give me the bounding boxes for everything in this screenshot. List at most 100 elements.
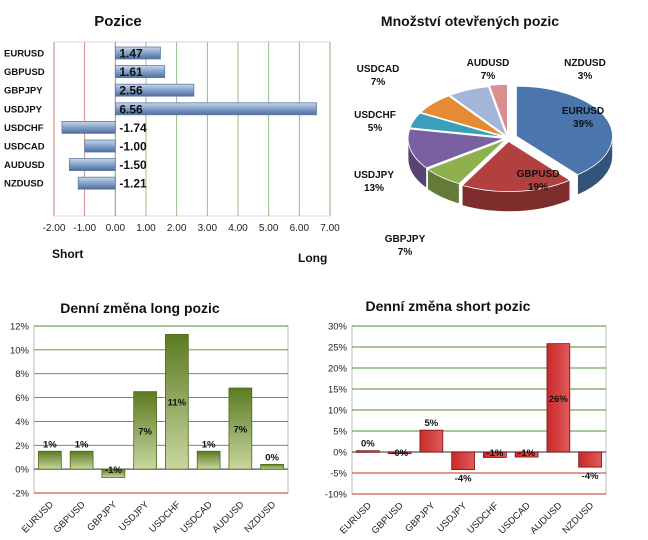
pie-slice-top xyxy=(516,85,613,176)
c4-category-gbpusd: GBPUSD xyxy=(370,500,406,536)
pie-chart-title: Množství otevřených pozic xyxy=(381,13,559,29)
pie-label-usdjpy: USDJPY xyxy=(354,170,394,181)
positions-x-tick: 0.00 xyxy=(106,223,126,234)
c3-y-tick: 2% xyxy=(15,441,29,452)
c3-value-gbpusd: 1% xyxy=(75,439,89,450)
pie-slice-usdcad xyxy=(420,95,506,137)
pie-label-audusd: AUDUSD xyxy=(467,58,510,69)
c4-value-usdjpy: -4% xyxy=(455,474,472,485)
positions-x-tick: 3.00 xyxy=(198,223,218,234)
pie-slice-gbpusd xyxy=(461,141,571,212)
pie-slice-nzdusd xyxy=(488,84,508,135)
c3-value-usdcad: 1% xyxy=(202,439,216,450)
positions-x-tick: 1.00 xyxy=(136,223,156,234)
pie-slice-top xyxy=(426,139,506,185)
c4-bar-usdcad xyxy=(514,451,539,458)
pie-percent-usdcad: 7% xyxy=(371,77,386,88)
c4-y-tick: 10% xyxy=(328,406,348,417)
c4-value-usdcad: -1% xyxy=(518,448,535,459)
pie-slice-top xyxy=(461,141,571,192)
c3-category-usdcad: USDCAD xyxy=(179,499,215,535)
c3-value-audusd: 7% xyxy=(234,425,248,436)
positions-category-eurusd: EURUSD xyxy=(4,49,44,60)
pie-slice-usdchf xyxy=(409,112,505,138)
c4-category-usdchf: USDCHF xyxy=(465,500,501,536)
positions-value-gbpusd: 1.61 xyxy=(119,65,143,79)
positions-category-usdchf: USDCHF xyxy=(4,123,44,134)
c3-y-tick: -2% xyxy=(12,489,29,500)
c4-value-eurusd: 0% xyxy=(361,439,375,450)
c3-category-usdjpy: USDJPY xyxy=(117,499,152,534)
c3-bar-gbpjpy xyxy=(101,468,126,478)
c3-value-usdjpy: 7% xyxy=(138,426,152,437)
pie-label-gbpjpy: GBPJPY xyxy=(385,234,426,245)
positions-category-usdcad: USDCAD xyxy=(4,142,45,153)
c4-bar-nzdusd xyxy=(578,451,602,468)
c3-category-audusd: AUDUSD xyxy=(210,499,246,535)
positions-category-nzdusd: NZDUSD xyxy=(4,179,44,190)
c4-y-tick: 25% xyxy=(328,343,348,354)
c4-y-tick: -10% xyxy=(325,490,348,501)
c3-y-tick: 0% xyxy=(15,465,29,476)
short-label: Short xyxy=(52,247,83,261)
positions-x-tick: 2.00 xyxy=(167,223,187,234)
pie-label-nzdusd: NZDUSD xyxy=(564,58,606,69)
c3-bar-audusd xyxy=(228,387,253,470)
positions-category-gbpusd: GBPUSD xyxy=(4,67,45,78)
c3-category-usdchf: USDCHF xyxy=(147,499,183,535)
c4-y-tick: -5% xyxy=(330,469,347,480)
c3-bar-nzdusd xyxy=(260,463,284,470)
c4-category-usdcad: USDCAD xyxy=(497,500,533,536)
c4-category-audusd: AUDUSD xyxy=(528,500,564,536)
positions-x-tick: -2.00 xyxy=(43,223,66,234)
c4-y-tick: 5% xyxy=(333,427,347,438)
positions-x-tick: -1.00 xyxy=(73,223,96,234)
pie-percent-nzdusd: 3% xyxy=(578,71,593,82)
c3-bar-gbpusd xyxy=(69,450,94,470)
c4-value-audusd: 26% xyxy=(549,394,569,405)
long-change-chart: Denní změna long pozic 1% 1% -1% 7% 11% 1% 7% 0… xyxy=(10,300,289,535)
c3-value-eurusd: 1% xyxy=(43,439,57,450)
pie-percent-usdchf: 5% xyxy=(368,123,383,134)
c3-value-nzdusd: 0% xyxy=(265,452,279,463)
pie-label-gbpusd: GBPUSD xyxy=(517,169,560,180)
pie-slice-top xyxy=(407,128,505,169)
c4-y-tick: 20% xyxy=(328,364,348,375)
pie-label-eurusd: EURUSD xyxy=(562,106,604,117)
c3-y-tick: 10% xyxy=(10,345,30,356)
pie-slice-gbpjpy xyxy=(426,139,506,204)
c3-value-usdchf: 11% xyxy=(168,398,187,409)
c4-category-eurusd: EURUSD xyxy=(338,500,374,536)
c4-category-usdjpy: USDJPY xyxy=(435,500,470,535)
positions-bar-audusd xyxy=(68,158,116,172)
pie-percent-gbpjpy: 7% xyxy=(398,247,413,258)
positions-bar-nzdusd xyxy=(77,176,116,190)
positions-category-usdjpy: USDJPY xyxy=(4,104,43,115)
c3-bar-usdjpy xyxy=(133,391,157,470)
c3-category-eurusd: EURUSD xyxy=(20,499,56,535)
c4-bar-gbpjpy xyxy=(419,429,444,453)
positions-bar-eurusd xyxy=(114,46,161,60)
c3-value-gbpjpy: -1% xyxy=(105,465,122,476)
c4-y-tick: 30% xyxy=(328,322,348,333)
positions-chart-title: Pozice xyxy=(94,13,142,30)
pie-slice-eurusd xyxy=(516,85,613,196)
positions-chart: Pozice 1.47 1.61 2.56 6.56 -1.74 -1.00 -1.50 -1… xyxy=(4,13,340,265)
c3-category-nzdusd: NZDUSD xyxy=(242,499,278,535)
positions-value-usdchf: -1.74 xyxy=(119,121,147,135)
positions-x-tick: 6.00 xyxy=(290,223,310,234)
positions-bar-usdchf xyxy=(61,121,116,134)
positions-value-usdjpy: 6.56 xyxy=(119,102,143,116)
c4-bar-gbpusd xyxy=(387,451,412,455)
positions-x-tick: 4.00 xyxy=(228,223,248,234)
positions-value-nzdusd: -1.21 xyxy=(119,177,147,191)
positions-x-tick: 5.00 xyxy=(259,223,279,234)
positions-bar-usdcad xyxy=(84,139,116,153)
c4-value-nzdusd: -4% xyxy=(582,471,599,482)
pie-label-usdchf: USDCHF xyxy=(354,110,396,121)
c3-y-tick: 4% xyxy=(15,417,29,428)
short-change-chart: Denní změna short pozic 0% -0% 5% -4% -1% -1%… xyxy=(325,298,607,536)
c3-bar-usdchf xyxy=(165,333,189,470)
positions-category-audusd: AUDUSD xyxy=(4,160,45,171)
